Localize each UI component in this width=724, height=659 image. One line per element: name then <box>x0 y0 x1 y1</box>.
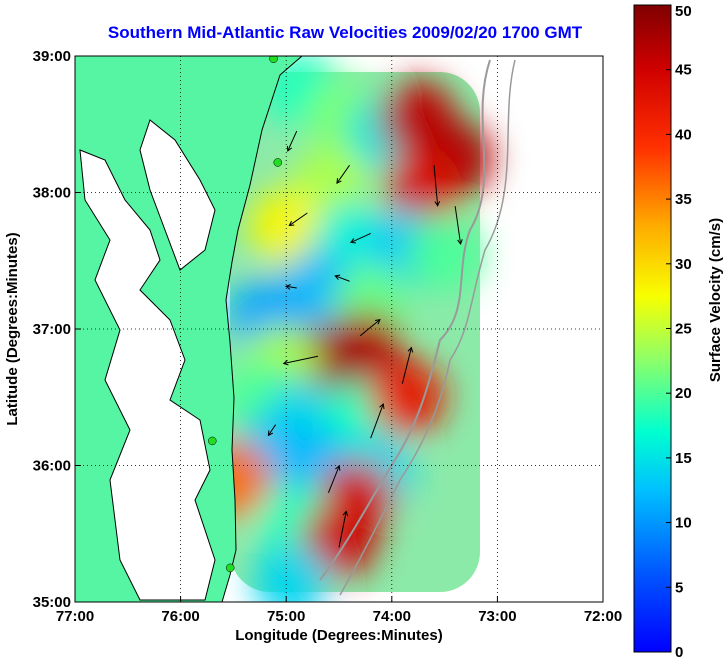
radar-station-marker <box>225 563 235 573</box>
vector-shaft <box>454 206 462 245</box>
colorbar-tick-label: 40 <box>675 126 692 143</box>
x-tick-label: 75:00 <box>267 608 305 625</box>
vector-shaft <box>359 319 381 337</box>
vector-head <box>286 145 293 152</box>
vector-shaft <box>401 347 412 384</box>
vector-head <box>407 346 414 353</box>
x-tick-label: 77:00 <box>56 608 94 625</box>
colorbar-label: Surface Velocity (cm/s) <box>707 218 724 382</box>
vector-shaft <box>327 465 340 493</box>
colorbar-tick-label: 30 <box>675 256 692 273</box>
colorbar-tick-label: 35 <box>675 191 692 208</box>
y-tick-label: 36:00 <box>33 458 71 475</box>
velocity-vector <box>433 165 441 207</box>
velocity-vector <box>401 346 414 384</box>
vector-head <box>336 178 342 185</box>
vector-shaft <box>285 285 297 289</box>
speed-cell <box>253 543 330 602</box>
velocity-vector <box>349 232 371 244</box>
velocity-vectors <box>267 130 463 548</box>
bay-water <box>79 149 216 601</box>
radar-station-marker <box>208 436 217 446</box>
vector-shaft <box>338 511 347 548</box>
vector-head <box>434 200 441 207</box>
colorbar-tick-label: 45 <box>675 62 692 79</box>
speed-cell <box>385 147 462 224</box>
colorbar-tick-label: 25 <box>675 321 692 338</box>
chart-title: Southern Mid-Atlantic Raw Velocities 200… <box>108 23 583 42</box>
x-tick-label: 73:00 <box>478 608 516 625</box>
bay-water-upper <box>139 119 216 271</box>
y-axis-ticks: 35:00 36:00 37:00 38:00 39:00 <box>33 48 81 611</box>
colorbar-ticks: 0 5 10 15 20 25 30 35 40 45 50 <box>666 3 692 659</box>
y-tick-label: 35:00 <box>33 594 71 611</box>
velocity-vector <box>370 403 385 439</box>
velocity-vector <box>288 212 308 227</box>
velocity-vector <box>282 355 318 366</box>
y-tick-label: 37:00 <box>33 321 71 338</box>
speed-cell <box>369 359 446 436</box>
y-tick-label: 39:00 <box>33 48 71 65</box>
radar-station-marker <box>273 158 283 167</box>
x-tick-label: 76:00 <box>161 608 199 625</box>
vector-shaft <box>350 232 371 243</box>
vector-shaft <box>433 165 439 206</box>
velocity-vector <box>359 318 381 337</box>
x-axis-ticks: 77:00 76:00 75:00 74:00 73:00 72:00 <box>56 596 622 625</box>
colorbar <box>633 4 672 653</box>
vector-shaft <box>268 424 277 436</box>
velocity-vector <box>334 274 350 282</box>
bathymetry-contour-outer <box>339 59 516 596</box>
y-tick-label: 38:00 <box>33 185 71 202</box>
colorbar-tick-label: 0 <box>675 644 683 659</box>
vector-shaft <box>336 164 350 184</box>
velocity-vector <box>284 284 297 290</box>
velocity-vector <box>336 164 350 185</box>
y-axis-label: Latitude (Degrees:Minutes) <box>4 232 21 425</box>
colorbar-tick-label: 20 <box>675 385 692 402</box>
radar-station-marker <box>269 56 278 63</box>
vector-head <box>288 220 295 227</box>
vector-shaft <box>283 355 318 364</box>
colorbar-tick-label: 50 <box>675 3 692 20</box>
colorbar-tick-label: 10 <box>675 515 692 532</box>
vector-head <box>282 359 289 366</box>
vector-head <box>457 239 463 245</box>
colorbar-tick-label: 5 <box>675 579 683 596</box>
vector-head <box>349 238 356 244</box>
speed-field <box>195 56 494 602</box>
speed-cell <box>248 188 325 265</box>
colorbar-tick-label: 15 <box>675 450 692 467</box>
vector-head <box>284 284 291 290</box>
grid-lines <box>75 56 603 602</box>
bathymetry-contour <box>319 59 491 581</box>
velocity-vector <box>338 510 349 548</box>
vector-shaft <box>289 212 308 226</box>
velocity-vector <box>454 206 463 245</box>
x-tick-label: 72:00 <box>584 608 622 625</box>
x-tick-label: 74:00 <box>373 608 411 625</box>
vector-head <box>379 403 385 410</box>
velocity-vector <box>286 130 298 152</box>
radar-stations <box>208 56 283 573</box>
vector-head <box>342 510 349 517</box>
x-axis-label: Longitude (Degrees:Minutes) <box>235 627 443 644</box>
vector-head <box>374 318 381 325</box>
velocity-vector <box>267 424 277 437</box>
speed-cell <box>406 215 483 292</box>
vector-head <box>267 430 274 437</box>
vector-shaft <box>334 275 350 282</box>
vector-head <box>334 274 341 280</box>
vector-shaft <box>287 130 298 152</box>
vector-shaft <box>370 403 384 439</box>
